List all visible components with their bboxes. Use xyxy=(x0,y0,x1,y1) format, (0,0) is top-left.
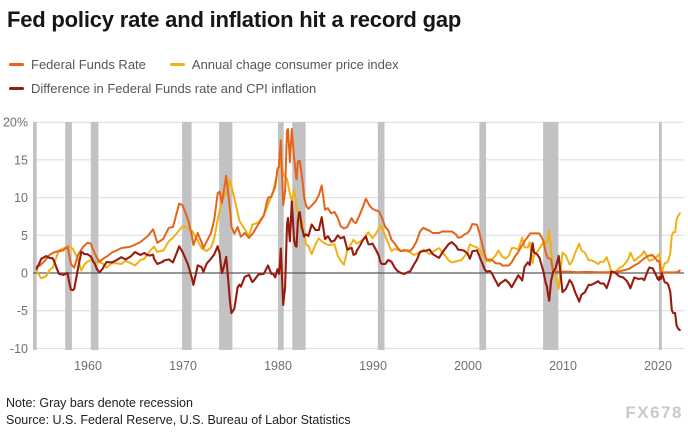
y-axis-tick-label: 10 xyxy=(14,191,28,205)
y-axis-tick-label: 0 xyxy=(21,267,28,281)
chart-note: Note: Gray bars denote recession xyxy=(6,396,193,410)
series-line-difference xyxy=(35,200,681,332)
legend-label-cpi: Annual chage consumer price index xyxy=(191,57,399,72)
x-axis-tick-label: 2010 xyxy=(549,359,577,373)
legend-item-difference: Difference in Federal Funds rate and CPI… xyxy=(9,81,316,96)
recession-band xyxy=(377,122,385,350)
y-axis-tick-label: -10 xyxy=(10,342,28,356)
recession-band xyxy=(33,122,37,350)
x-axis-tick-label: 1980 xyxy=(264,359,292,373)
watermark: FX678 xyxy=(625,403,683,422)
recession-band xyxy=(658,122,662,350)
x-axis-tick-label: 1990 xyxy=(359,359,387,373)
recession-band xyxy=(543,122,559,350)
recession-band xyxy=(479,122,487,350)
series-line-cpi xyxy=(35,160,681,290)
legend-row-2: Difference in Federal Funds rate and CPI… xyxy=(9,81,340,96)
y-axis-tick-label: -5 xyxy=(17,304,28,318)
x-axis-tick-label: 2000 xyxy=(454,359,482,373)
y-axis-tick-label: 15 xyxy=(14,153,28,167)
recession-band xyxy=(219,122,233,350)
legend-row-1: Federal Funds Rate Annual chage consumer… xyxy=(9,57,423,72)
legend-label-federal-funds-rate: Federal Funds Rate xyxy=(31,57,146,72)
x-axis-tick-label: 1970 xyxy=(169,359,197,373)
chart-title: Fed policy rate and inflation hit a reco… xyxy=(7,7,462,32)
chart-source: Source: U.S. Federal Reserve, U.S. Burea… xyxy=(6,413,351,427)
y-axis-tick-label: 5 xyxy=(21,229,28,243)
legend-swatch-cpi-icon xyxy=(169,63,185,66)
legend-label-difference: Difference in Federal Funds rate and CPI… xyxy=(31,81,317,96)
series-line-federal-funds-rate xyxy=(35,128,681,274)
recession-band xyxy=(65,122,72,350)
recession-band xyxy=(90,122,99,350)
recession-band xyxy=(278,122,284,350)
y-axis-tick-label: 20% xyxy=(3,116,28,130)
x-axis-tick-label: 1960 xyxy=(74,359,102,373)
legend-swatch-difference-icon xyxy=(9,87,24,90)
legend-item-cpi: Annual chage consumer price index xyxy=(169,57,399,72)
legend-item-federal-funds-rate: Federal Funds Rate xyxy=(9,57,146,72)
recession-band xyxy=(182,122,192,350)
legend-swatch-federal-funds-rate-icon xyxy=(9,63,24,66)
x-axis-tick-label: 2020 xyxy=(644,359,672,373)
